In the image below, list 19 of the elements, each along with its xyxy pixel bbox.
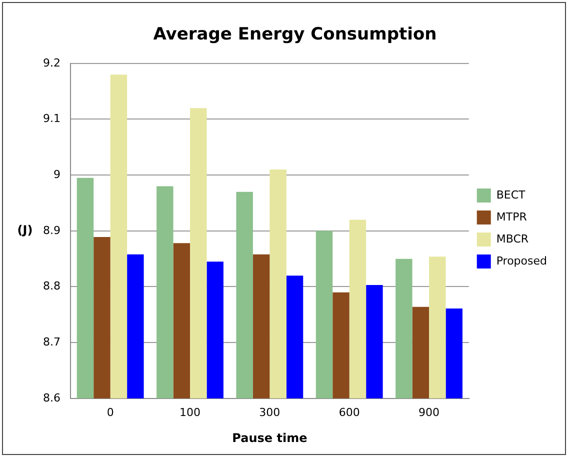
y-tick-label: 8.6: [42, 391, 60, 404]
x-tick-label: 0: [106, 406, 114, 419]
y-tick-label: 9.1: [42, 112, 60, 126]
x-tick-label: 300: [259, 406, 280, 419]
y-tick-label: 9: [53, 168, 60, 181]
chart-title: Average Energy Consumption: [153, 24, 437, 45]
y-axis-title: (J): [17, 223, 33, 238]
y-tick-label: 8.9: [42, 224, 60, 237]
legend-label: Proposed: [496, 254, 548, 268]
x-tick-label: 600: [338, 406, 360, 419]
y-tick-label: 8.7: [42, 335, 60, 348]
x-tick-label: 900: [418, 406, 440, 419]
x-axis-title: Pause time: [232, 430, 308, 445]
legend-label: BECT: [496, 188, 526, 202]
y-tick-label: 8.8: [42, 280, 60, 293]
legend-label: MTPR: [496, 210, 528, 224]
legend-label: MBCR: [496, 232, 529, 246]
x-tick-label: 100: [180, 406, 200, 419]
y-tick-label: 9.2: [42, 56, 60, 70]
